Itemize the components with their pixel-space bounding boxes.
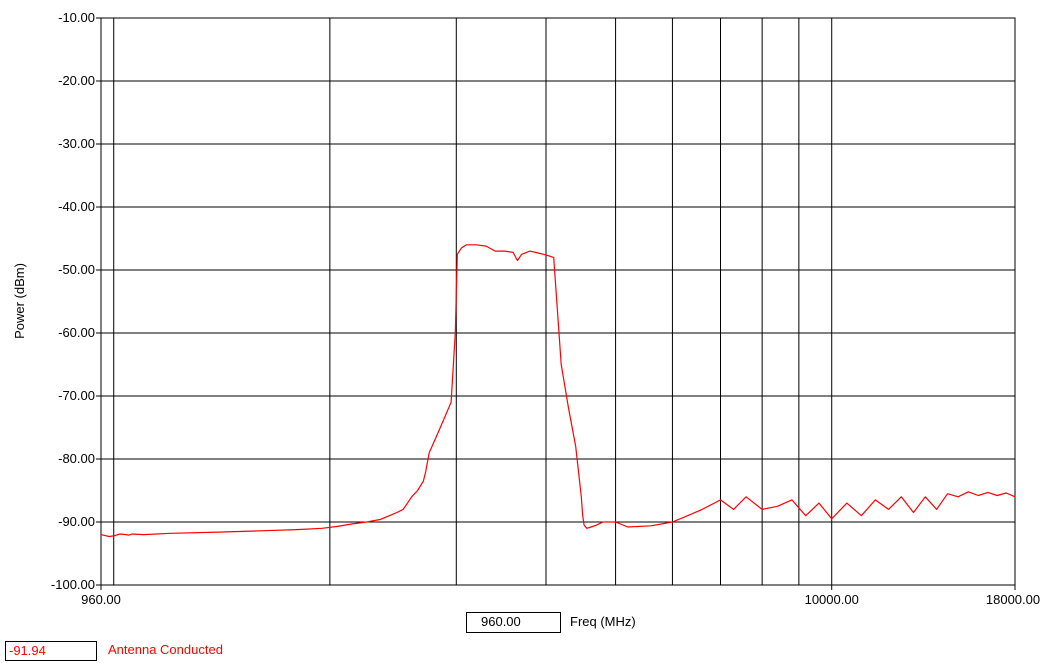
gridlines bbox=[96, 17, 1016, 590]
y-tick-label: -30.00 bbox=[58, 136, 95, 151]
plot-area bbox=[100, 17, 1016, 586]
cursor-frequency-field[interactable]: 960.00 bbox=[466, 612, 561, 633]
y-tick-label: -80.00 bbox=[58, 451, 95, 466]
legend-series-name: Antenna Conducted bbox=[108, 642, 223, 657]
y-tick-label: -10.00 bbox=[58, 10, 95, 25]
y-tick-label: -40.00 bbox=[58, 199, 95, 214]
x-tick-label: 960.00 bbox=[81, 592, 121, 607]
y-tick-labels: -10.00 -20.00 -30.00 -40.00 -50.00 -60.00 -70.… bbox=[51, 10, 95, 592]
readout-value-box: -91.94 bbox=[5, 641, 97, 661]
y-tick-label: -60.00 bbox=[58, 325, 95, 340]
x-tick-label: 18000.00 bbox=[986, 592, 1040, 607]
x-axis-title: Freq (MHz) bbox=[570, 614, 636, 629]
y-tick-label: -90.00 bbox=[58, 514, 95, 529]
y-tick-label: -100.00 bbox=[51, 577, 95, 592]
y-tick-label: -70.00 bbox=[58, 388, 95, 403]
x-tick-label: 10000.00 bbox=[805, 592, 859, 607]
y-tick-label: -50.00 bbox=[58, 262, 95, 277]
series-line-antenna-conducted bbox=[100, 244, 1016, 538]
y-tick-label: -20.00 bbox=[58, 73, 95, 88]
y-axis-title: Power (dBm) bbox=[12, 263, 27, 339]
x-tick-labels: 960.00 10000.00 18000.00 bbox=[81, 592, 1040, 607]
